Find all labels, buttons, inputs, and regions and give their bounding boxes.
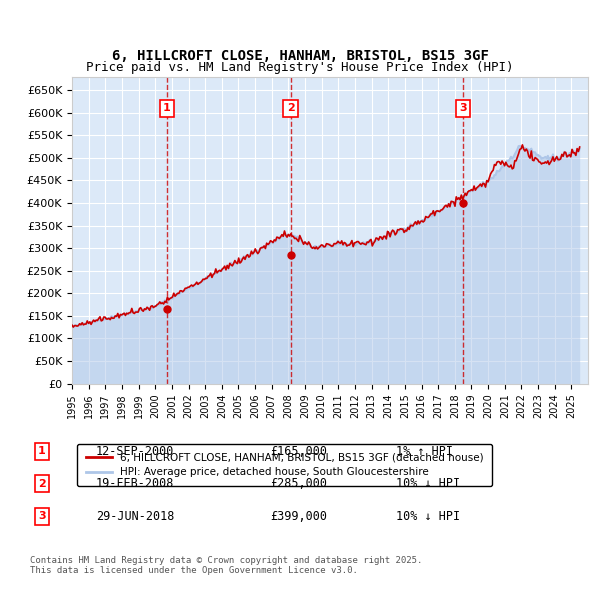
Text: 10% ↓ HPI: 10% ↓ HPI [396,510,460,523]
Text: £399,000: £399,000 [270,510,327,523]
Text: Price paid vs. HM Land Registry's House Price Index (HPI): Price paid vs. HM Land Registry's House … [86,61,514,74]
Text: 29-JUN-2018: 29-JUN-2018 [96,510,175,523]
Text: 2: 2 [38,479,46,489]
Text: 3: 3 [459,103,467,113]
Text: 1: 1 [163,103,171,113]
Text: 2: 2 [287,103,295,113]
Text: £285,000: £285,000 [270,477,327,490]
Text: Contains HM Land Registry data © Crown copyright and database right 2025.
This d: Contains HM Land Registry data © Crown c… [30,556,422,575]
Text: £165,000: £165,000 [270,445,327,458]
Legend: 6, HILLCROFT CLOSE, HANHAM, BRISTOL, BS15 3GF (detached house), HPI: Average pri: 6, HILLCROFT CLOSE, HANHAM, BRISTOL, BS1… [77,444,492,486]
Text: 10% ↓ HPI: 10% ↓ HPI [396,477,460,490]
Text: 1: 1 [38,447,46,456]
Text: 1% ↑ HPI: 1% ↑ HPI [396,445,453,458]
Text: 19-FEB-2008: 19-FEB-2008 [96,477,175,490]
Text: 6, HILLCROFT CLOSE, HANHAM, BRISTOL, BS15 3GF: 6, HILLCROFT CLOSE, HANHAM, BRISTOL, BS1… [112,49,488,63]
Text: 3: 3 [38,512,46,521]
Text: 12-SEP-2000: 12-SEP-2000 [96,445,175,458]
